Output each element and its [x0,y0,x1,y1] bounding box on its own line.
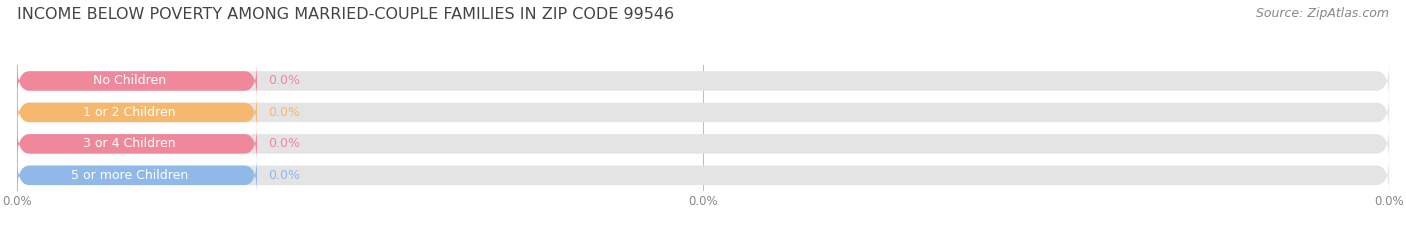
Text: INCOME BELOW POVERTY AMONG MARRIED-COUPLE FAMILIES IN ZIP CODE 99546: INCOME BELOW POVERTY AMONG MARRIED-COUPL… [17,7,673,22]
Text: 0.0%: 0.0% [269,137,299,150]
FancyBboxPatch shape [17,125,257,162]
Text: No Children: No Children [93,75,166,87]
FancyBboxPatch shape [17,157,257,194]
Text: Source: ZipAtlas.com: Source: ZipAtlas.com [1256,7,1389,20]
Text: 0.0%: 0.0% [269,169,299,182]
FancyBboxPatch shape [17,94,257,131]
Text: 5 or more Children: 5 or more Children [72,169,188,182]
FancyBboxPatch shape [17,125,1389,162]
Text: 0.0%: 0.0% [269,106,299,119]
FancyBboxPatch shape [17,94,1389,131]
Text: 1 or 2 Children: 1 or 2 Children [83,106,176,119]
Text: 3 or 4 Children: 3 or 4 Children [83,137,176,150]
Text: 0.0%: 0.0% [269,75,299,87]
FancyBboxPatch shape [17,62,257,99]
FancyBboxPatch shape [17,62,1389,99]
FancyBboxPatch shape [17,157,1389,194]
